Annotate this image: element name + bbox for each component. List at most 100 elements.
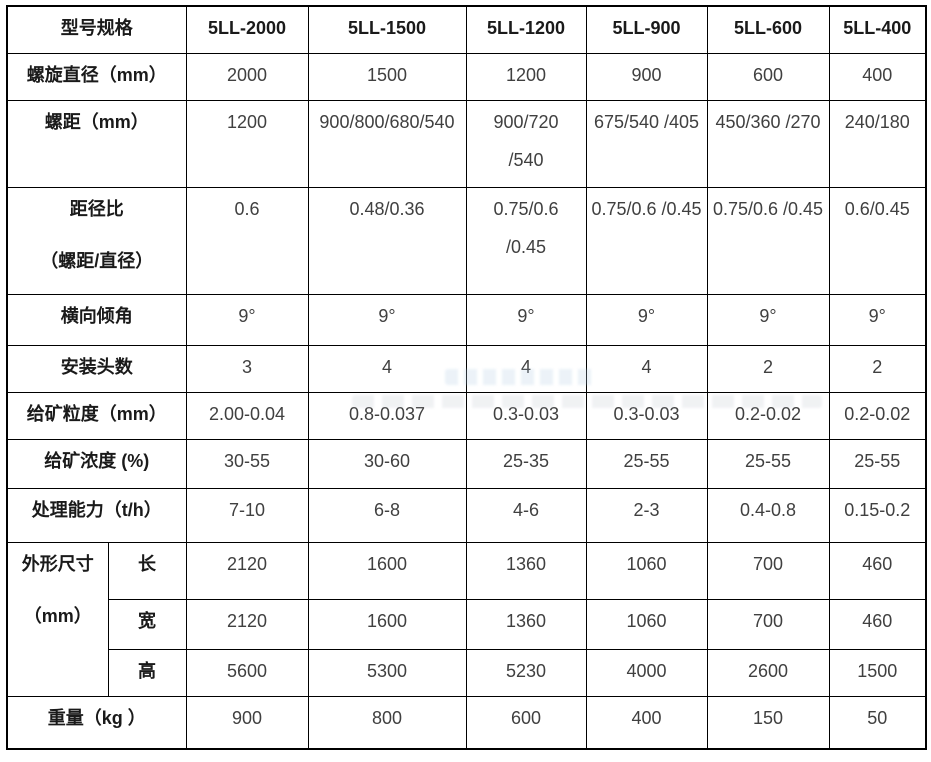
spec-cell: 700	[706, 598, 830, 650]
spec-cell: 2120	[185, 541, 309, 600]
spec-cell: 4-6	[465, 487, 587, 543]
spec-cell: 4	[465, 344, 587, 393]
spec-cell: 600	[465, 695, 587, 750]
row-label: 距径比 （螺距/直径）	[6, 186, 187, 295]
table-row-dimension-length: 外形尺寸 （mm） 长 2120 1600 1360 1060 700 460	[6, 541, 927, 697]
spec-cell: 5600	[185, 648, 309, 697]
spec-cell: 0.3-0.03	[465, 391, 587, 440]
spec-cell: 4	[307, 344, 467, 393]
spec-cell: 900/800/680/540	[307, 99, 467, 188]
table-row-capacity: 处理能力（t/h） 7-10 6-8 4-6 2-3 0.4-0.8 0.15-…	[6, 487, 927, 543]
table-row-dimension-height: 高 5600 5300 5230 4000 2600 1500	[7, 648, 927, 697]
spec-cell: 150	[706, 695, 830, 750]
spec-cell: 25-55	[828, 438, 927, 489]
spec-cell: 900	[185, 695, 309, 750]
spec-cell: 0.8-0.037	[307, 391, 467, 440]
spec-cell: 9°	[307, 293, 467, 346]
spec-cell: 5300	[307, 648, 467, 697]
spec-cell: 30-55	[185, 438, 309, 489]
spec-cell: 700	[706, 541, 830, 600]
spec-cell: 460	[828, 541, 927, 600]
spec-cell: 900/720 /540	[465, 99, 587, 188]
row-label: 安装头数	[6, 344, 187, 393]
spec-cell: 3	[185, 344, 309, 393]
dimension-sub-label: 高	[107, 648, 187, 697]
row-label: 给矿浓度 (%)	[6, 438, 187, 489]
spec-table: 型号规格 5LL-2000 5LL-1500 5LL-1200 5LL-900 …	[6, 5, 927, 750]
spec-cell: 6-8	[307, 487, 467, 543]
spec-cell: 2120	[185, 598, 309, 650]
table-row-pitch-diameter-ratio: 距径比 （螺距/直径） 0.6 0.48/0.36 0.75/0.6 /0.45…	[6, 186, 927, 295]
spec-cell: 50	[828, 695, 927, 750]
spec-cell: 0.6/0.45	[828, 186, 927, 295]
spec-cell: 900	[585, 52, 708, 101]
spec-cell: 1600	[307, 598, 467, 650]
spec-cell: 2.00-0.04	[185, 391, 309, 440]
table-row-spiral-diameter: 螺旋直径（mm） 2000 1500 1200 900 600 400	[6, 52, 927, 101]
spec-cell: 9°	[706, 293, 830, 346]
row-label: 螺距（mm）	[6, 99, 187, 188]
table-row-dimension-width: 宽 2120 1600 1360 1060 700 460	[7, 598, 927, 650]
row-label: 螺旋直径（mm）	[6, 52, 187, 101]
spec-cell: 0.75/0.6 /0.45	[465, 186, 587, 295]
spec-cell: 2	[828, 344, 927, 393]
spec-cell: 460	[828, 598, 927, 650]
spec-cell: 450/360 /270	[706, 99, 830, 188]
spec-cell: 0.4-0.8	[706, 487, 830, 543]
spec-cell: 5230	[465, 648, 587, 697]
dimension-sub-label: 长	[107, 541, 187, 600]
spec-cell: 30-60	[307, 438, 467, 489]
spec-cell: 25-35	[465, 438, 587, 489]
spec-cell: 9°	[828, 293, 927, 346]
spec-cell: 1600	[307, 541, 467, 600]
row-label-line: 外形尺寸	[21, 553, 94, 574]
row-label-line: （mm）	[23, 605, 92, 626]
spec-cell: 600	[706, 52, 830, 101]
spec-cell: 1500	[307, 52, 467, 101]
spec-cell: 400	[585, 695, 708, 750]
spec-cell: 0.2-0.02	[706, 391, 830, 440]
spec-cell: 2600	[706, 648, 830, 697]
spec-cell: 7-10	[185, 487, 309, 543]
table-row-feed-size: 给矿粒度（mm） 2.00-0.04 0.8-0.037 0.3-0.03 0.…	[6, 391, 927, 440]
spec-cell: 0.75/0.6 /0.45	[585, 186, 708, 295]
spec-cell: 0.48/0.36	[307, 186, 467, 295]
header-cell-model-spec: 型号规格	[6, 5, 187, 54]
spec-cell: 0.2-0.02	[828, 391, 927, 440]
spec-cell: 1200	[465, 52, 587, 101]
row-label: 给矿粒度（mm）	[6, 391, 187, 440]
spec-cell: 4000	[585, 648, 708, 697]
spec-cell: 25-55	[585, 438, 708, 489]
spec-cell: 4	[585, 344, 708, 393]
spec-cell: 1060	[585, 541, 708, 600]
dimension-sub-label: 宽	[107, 598, 187, 650]
spec-cell: 1060	[585, 598, 708, 650]
column-header: 5LL-400	[828, 5, 927, 54]
row-label: 处理能力（t/h）	[6, 487, 187, 543]
spec-cell: 0.6	[185, 186, 309, 295]
spec-cell: 1360	[465, 598, 587, 650]
spec-cell: 1500	[828, 648, 927, 697]
spec-cell: 9°	[465, 293, 587, 346]
spec-cell: 9°	[585, 293, 708, 346]
spec-cell: 800	[307, 695, 467, 750]
spec-cell: 675/540 /405	[585, 99, 708, 188]
column-header: 5LL-1200	[465, 5, 587, 54]
spec-cell: 25-55	[706, 438, 830, 489]
spec-cell: 1360	[465, 541, 587, 600]
row-label: 横向倾角	[6, 293, 187, 346]
column-header: 5LL-1500	[307, 5, 467, 54]
row-label-line: （螺距/直径）	[40, 250, 154, 271]
spec-cell: 240/180	[828, 99, 927, 188]
table-row-weight: 重量（kg ） 900 800 600 400 150 50	[6, 695, 927, 750]
table-row-transverse-angle: 横向倾角 9° 9° 9° 9° 9° 9°	[6, 293, 927, 346]
spec-cell: 2	[706, 344, 830, 393]
row-label: 重量（kg ）	[6, 695, 187, 750]
spec-cell: 2-3	[585, 487, 708, 543]
table-row-pitch: 螺距（mm） 1200 900/800/680/540 900/720 /540…	[6, 99, 927, 188]
spec-cell: 0.3-0.03	[585, 391, 708, 440]
column-header: 5LL-2000	[185, 5, 309, 54]
row-label-dimensions: 外形尺寸 （mm）	[6, 541, 109, 697]
column-header: 5LL-900	[585, 5, 708, 54]
spec-cell: 1200	[185, 99, 309, 188]
